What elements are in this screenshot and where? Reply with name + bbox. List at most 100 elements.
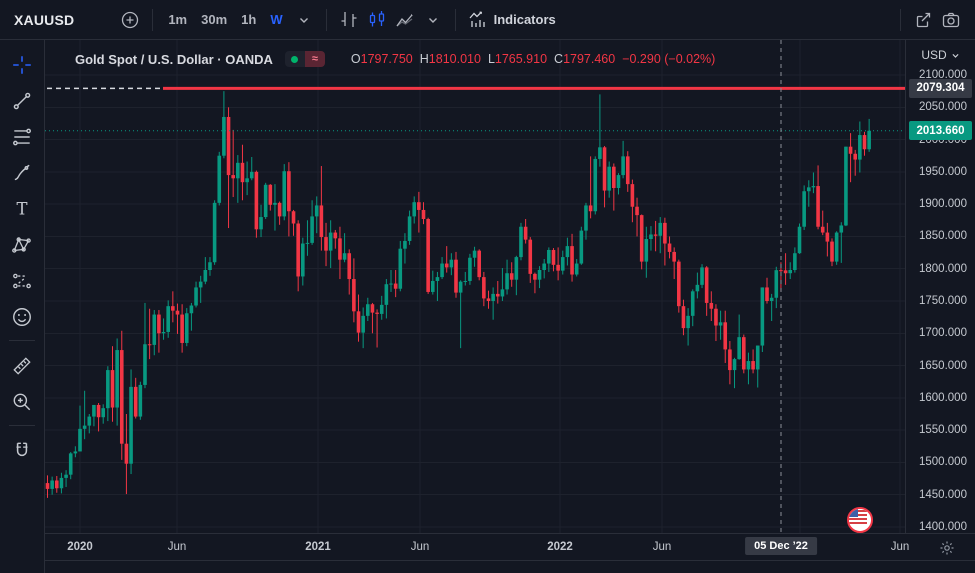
tool-zoom-in[interactable] bbox=[5, 385, 39, 419]
tool-magnet[interactable] bbox=[5, 434, 39, 468]
price-axis[interactable]: USD 2100.0002050.0002000.0001950.0001900… bbox=[905, 40, 975, 533]
ohlc-readout: O1797.750 H1810.010 L1765.910 C1797.460 … bbox=[351, 52, 715, 66]
candle-chart-type-button[interactable] bbox=[363, 6, 391, 34]
open-label: O bbox=[350, 52, 361, 66]
toolbar-divider bbox=[900, 8, 901, 31]
tool-forecast[interactable] bbox=[5, 264, 39, 298]
candlestick-series bbox=[45, 91, 871, 498]
price-tick: 1450.000 bbox=[919, 488, 967, 501]
price-tick: 1650.000 bbox=[919, 359, 967, 372]
price-tick: 1500.000 bbox=[919, 456, 967, 469]
time-tick: 2020 bbox=[67, 541, 93, 553]
us-flag-event-marker[interactable] bbox=[847, 507, 873, 533]
open-value: 1797.750 bbox=[360, 52, 413, 66]
magnet-icon bbox=[11, 440, 33, 462]
high-label: H bbox=[419, 52, 429, 66]
drawing-toolbar: T bbox=[0, 40, 45, 573]
price-tick: 1600.000 bbox=[919, 391, 967, 404]
time-tick: Jun bbox=[652, 541, 672, 553]
indicators-icon bbox=[468, 10, 488, 30]
forecast-icon bbox=[11, 270, 33, 292]
zoom-in-icon bbox=[11, 391, 33, 413]
timeframe-weekly[interactable]: W bbox=[270, 12, 283, 27]
indicators-label: Indicators bbox=[493, 12, 556, 27]
time-tick: Jun bbox=[410, 541, 430, 553]
chevron-down-icon bbox=[427, 14, 439, 26]
close-label: C bbox=[554, 52, 564, 66]
market-open-dot-icon bbox=[291, 55, 299, 63]
text-icon: T bbox=[11, 198, 33, 220]
tool-xabcd-pattern[interactable] bbox=[5, 228, 39, 262]
toolbar-divider bbox=[152, 8, 154, 31]
price-tick: 1800.000 bbox=[919, 262, 967, 275]
price-tick: 1950.000 bbox=[919, 165, 967, 178]
price-line-label: 2079.304 bbox=[909, 78, 972, 98]
camera-icon bbox=[941, 10, 961, 30]
candlestick-chart[interactable] bbox=[45, 40, 905, 533]
chart-grid bbox=[45, 40, 905, 533]
price-tick: 1400.000 bbox=[919, 520, 967, 533]
gear-icon bbox=[939, 540, 955, 556]
change-value: −0.290 (−0.02%) bbox=[622, 52, 716, 66]
data-status-pills[interactable]: ≈ bbox=[284, 51, 325, 67]
tool-emoji[interactable] bbox=[5, 300, 39, 334]
us-flag-icon bbox=[849, 509, 871, 527]
indicators-button[interactable]: Indicators bbox=[464, 6, 560, 34]
price-tick: 1550.000 bbox=[919, 424, 967, 437]
timeframe-1m[interactable]: 1m bbox=[168, 12, 188, 27]
toolbar-divider bbox=[9, 340, 35, 341]
tool-ruler[interactable] bbox=[5, 349, 39, 383]
toolbar-divider bbox=[9, 425, 35, 426]
symbol-name[interactable]: XAUUSD bbox=[14, 11, 75, 28]
price-tick: 1850.000 bbox=[919, 230, 967, 243]
tool-trend-line[interactable] bbox=[5, 84, 39, 118]
delayed-data-icon: ≈ bbox=[304, 51, 325, 67]
last-price-label: 2013.660 bbox=[909, 121, 972, 141]
chevron-down-icon bbox=[951, 51, 960, 60]
area-chart-type-icon bbox=[395, 10, 415, 30]
toolbar-divider bbox=[454, 8, 456, 31]
price-tick: 2050.000 bbox=[919, 101, 967, 114]
fib-retracement-icon bbox=[11, 126, 33, 148]
brush-icon bbox=[11, 162, 33, 184]
time-tick: Jun bbox=[890, 541, 910, 553]
candle-chart-type-icon bbox=[367, 10, 387, 30]
instrument-title[interactable]: Gold Spot / U.S. Dollar · OANDA bbox=[75, 51, 273, 67]
crosshair-icon bbox=[11, 54, 33, 76]
low-label: L bbox=[487, 52, 495, 66]
emoji-icon bbox=[11, 306, 33, 328]
currency-selector[interactable]: USD bbox=[906, 48, 975, 62]
time-tick: Jun bbox=[167, 541, 187, 553]
timeframe-30m[interactable]: 30m bbox=[201, 12, 228, 27]
trend-line-icon bbox=[11, 90, 33, 112]
share-button[interactable] bbox=[909, 6, 937, 34]
plus-circle-icon bbox=[120, 10, 140, 30]
top-toolbar: XAUUSD 1m 30m 1h W bbox=[0, 0, 975, 40]
bar-chart-type-button[interactable] bbox=[335, 6, 363, 34]
chart-pane[interactable]: Gold Spot / U.S. Dollar · OANDA ≈ O1797.… bbox=[45, 40, 905, 533]
currency-label: USD bbox=[921, 48, 947, 62]
chart-type-menu-button[interactable] bbox=[419, 6, 447, 34]
time-axis[interactable]: 2020 Jun 2021 Jun 2022 Jun Jun 05 Dec ’22 bbox=[45, 533, 975, 561]
price-tick: 1900.000 bbox=[919, 198, 967, 211]
xabcd-pattern-icon bbox=[11, 234, 33, 256]
high-value: 1810.010 bbox=[428, 52, 481, 66]
timeframe-1h[interactable]: 1h bbox=[241, 12, 257, 27]
toolbar-divider bbox=[325, 8, 327, 31]
tool-brush[interactable] bbox=[5, 156, 39, 190]
price-tick: 2100.000 bbox=[919, 69, 967, 81]
time-settings-button[interactable] bbox=[939, 540, 955, 556]
tool-text[interactable]: T bbox=[5, 192, 39, 226]
low-value: 1765.910 bbox=[494, 52, 548, 66]
tool-crosshair[interactable] bbox=[5, 48, 39, 82]
ruler-icon bbox=[11, 355, 33, 377]
svg-text:T: T bbox=[16, 200, 27, 219]
timeframe-menu-button[interactable] bbox=[290, 6, 318, 34]
tool-fib-retracement[interactable] bbox=[5, 120, 39, 154]
price-tick: 1750.000 bbox=[919, 294, 967, 307]
time-tick: 2021 bbox=[305, 541, 331, 553]
symbol-add-button[interactable] bbox=[116, 6, 144, 34]
time-tick: 2022 bbox=[547, 541, 573, 553]
area-chart-type-button[interactable] bbox=[391, 6, 419, 34]
snapshot-button[interactable] bbox=[937, 6, 965, 34]
